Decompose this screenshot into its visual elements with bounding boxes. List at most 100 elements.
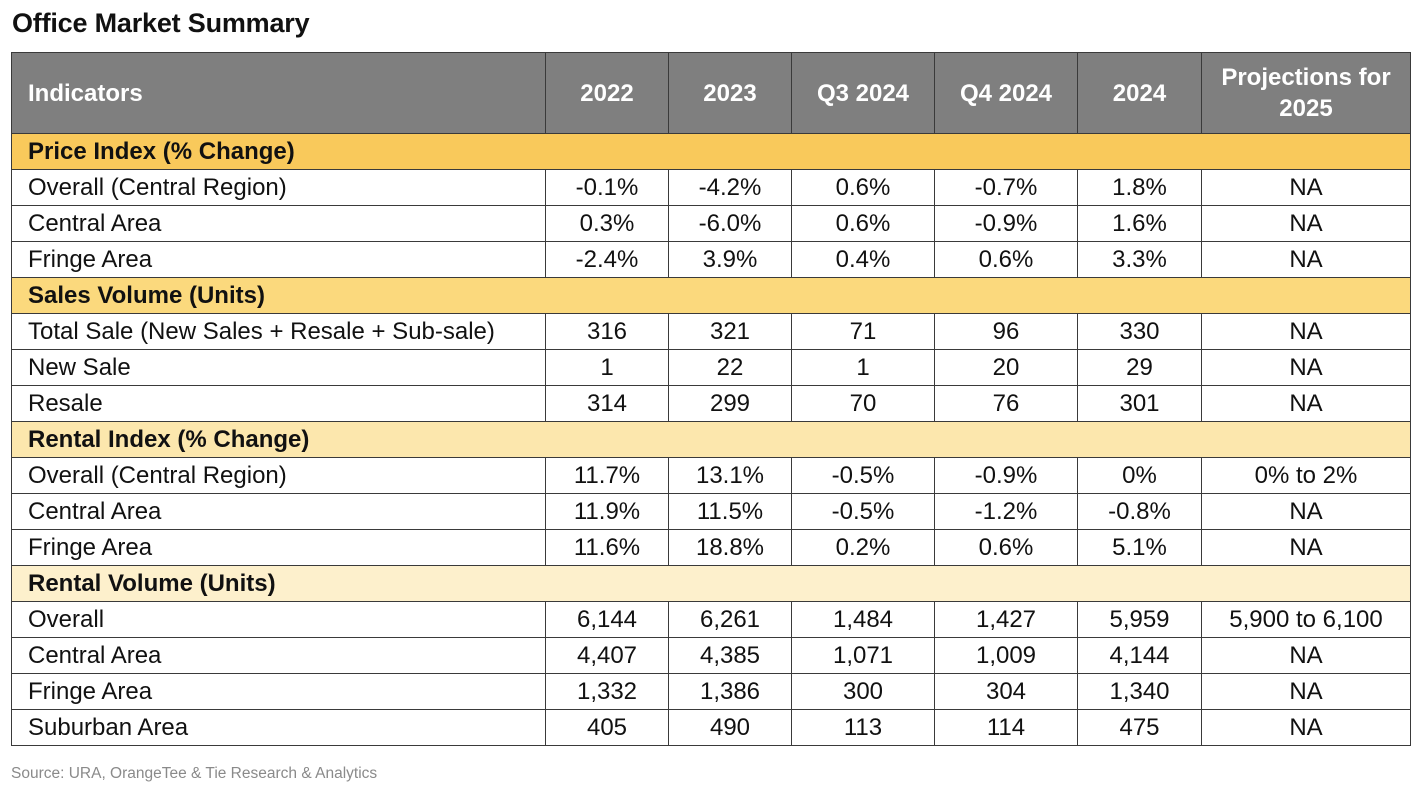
row-label: Central Area <box>11 493 546 530</box>
table-cell: 3.9% <box>668 241 792 278</box>
section-header-row: Rental Index (% Change) <box>11 421 1411 458</box>
column-header: 2024 <box>1077 52 1202 134</box>
table-cell: 4,407 <box>545 637 669 674</box>
row-label: Resale <box>11 385 546 422</box>
table-cell: 0.3% <box>545 205 669 242</box>
table-cell: NA <box>1201 493 1411 530</box>
table-cell: 1,009 <box>934 637 1078 674</box>
table-cell: -2.4% <box>545 241 669 278</box>
table-cell: 1 <box>545 349 669 386</box>
table-cell: NA <box>1201 349 1411 386</box>
table-cell: 0% to 2% <box>1201 457 1411 494</box>
table-cell: 11.5% <box>668 493 792 530</box>
table-cell: 300 <box>791 673 935 710</box>
table-cell: -0.5% <box>791 457 935 494</box>
table-cell: -0.7% <box>934 169 1078 206</box>
table-cell: 76 <box>934 385 1078 422</box>
row-label: Overall <box>11 601 546 638</box>
table-cell: 0.6% <box>934 529 1078 566</box>
table-cell: NA <box>1201 313 1411 350</box>
table-cell: 4,144 <box>1077 637 1202 674</box>
table-row: Overall (Central Region) 11.7% 13.1% -0.5% -… <box>11 457 1411 494</box>
section-header-row: Rental Volume (Units) <box>11 565 1411 602</box>
table-cell: 18.8% <box>668 529 792 566</box>
table-cell: 1,484 <box>791 601 935 638</box>
table-row: Overall (Central Region) -0.1% -4.2% 0.6% -0… <box>11 169 1411 206</box>
table-cell: 0.6% <box>791 169 935 206</box>
table-cell: 330 <box>1077 313 1202 350</box>
table-cell: 6,144 <box>545 601 669 638</box>
table-row: Fringe Area -2.4% 3.9% 0.4% 0.6% 3.3% NA <box>11 241 1411 278</box>
table-cell: 1,386 <box>668 673 792 710</box>
table-body: Price Index (% Change) Overall (Central R… <box>11 133 1411 746</box>
table-cell: 1,427 <box>934 601 1078 638</box>
section-title: Price Index (% Change) <box>11 133 1411 170</box>
column-header: 2023 <box>668 52 792 134</box>
table-cell: 304 <box>934 673 1078 710</box>
table-cell: 5,900 to 6,100 <box>1201 601 1411 638</box>
table-cell: -0.1% <box>545 169 669 206</box>
table-row: Central Area 4,407 4,385 1,071 1,009 4,144 NA <box>11 637 1411 674</box>
table-cell: 490 <box>668 709 792 746</box>
row-label: Overall (Central Region) <box>11 457 546 494</box>
table-row: Fringe Area 11.6% 18.8% 0.2% 0.6% 5.1% NA <box>11 529 1411 566</box>
table-cell: 0.2% <box>791 529 935 566</box>
table-header-row: Indicators 2022 2023 Q3 2024 Q4 2024 202… <box>11 52 1411 134</box>
section-header-row: Sales Volume (Units) <box>11 277 1411 314</box>
table-cell: NA <box>1201 637 1411 674</box>
table-row: Central Area 0.3% -6.0% 0.6% -0.9% 1.6% NA <box>11 205 1411 242</box>
table-cell: 96 <box>934 313 1078 350</box>
table-cell: 22 <box>668 349 792 386</box>
table-row: Overall 6,144 6,261 1,484 1,427 5,959 5,900 to… <box>11 601 1411 638</box>
table-cell: -6.0% <box>668 205 792 242</box>
table-row: Total Sale (New Sales + Resale + Sub-sal… <box>11 313 1411 350</box>
table-cell: 316 <box>545 313 669 350</box>
table-cell: NA <box>1201 241 1411 278</box>
section-header-row: Price Index (% Change) <box>11 133 1411 170</box>
table-cell: 1,332 <box>545 673 669 710</box>
column-header: Q3 2024 <box>791 52 935 134</box>
table-cell: 11.6% <box>545 529 669 566</box>
table-row: Resale 314 299 70 76 301 NA <box>11 385 1411 422</box>
table-cell: 6,261 <box>668 601 792 638</box>
table-cell: NA <box>1201 169 1411 206</box>
table-cell: 5,959 <box>1077 601 1202 638</box>
table-cell: 1.6% <box>1077 205 1202 242</box>
table-cell: NA <box>1201 205 1411 242</box>
office-market-table: Indicators 2022 2023 Q3 2024 Q4 2024 202… <box>11 52 1411 746</box>
table-cell: 71 <box>791 313 935 350</box>
table-cell: 113 <box>791 709 935 746</box>
table-cell: 1 <box>791 349 935 386</box>
row-label: Fringe Area <box>11 673 546 710</box>
table-cell: 314 <box>545 385 669 422</box>
row-label: Central Area <box>11 205 546 242</box>
row-label: Fringe Area <box>11 529 546 566</box>
row-label: Overall (Central Region) <box>11 169 546 206</box>
table-cell: 299 <box>668 385 792 422</box>
table-cell: 0.4% <box>791 241 935 278</box>
table-cell: NA <box>1201 709 1411 746</box>
table-cell: 11.9% <box>545 493 669 530</box>
table-cell: 405 <box>545 709 669 746</box>
table-cell: 4,385 <box>668 637 792 674</box>
table-row: Fringe Area 1,332 1,386 300 304 1,340 NA <box>11 673 1411 710</box>
table-cell: -0.8% <box>1077 493 1202 530</box>
table-cell: 114 <box>934 709 1078 746</box>
table-cell: 475 <box>1077 709 1202 746</box>
table-row: Central Area 11.9% 11.5% -0.5% -1.2% -0.8% NA <box>11 493 1411 530</box>
table-cell: -4.2% <box>668 169 792 206</box>
table-cell: 0% <box>1077 457 1202 494</box>
row-label: Suburban Area <box>11 709 546 746</box>
table-cell: NA <box>1201 529 1411 566</box>
section-title: Rental Volume (Units) <box>11 565 1411 602</box>
table-cell: 3.3% <box>1077 241 1202 278</box>
row-label: Total Sale (New Sales + Resale + Sub-sal… <box>11 313 546 350</box>
column-header: Indicators <box>11 52 546 134</box>
column-header: Q4 2024 <box>934 52 1078 134</box>
table-row: Suburban Area 405 490 113 114 475 NA <box>11 709 1411 746</box>
source-note: Source: URA, OrangeTee & Tie Research & … <box>11 765 378 782</box>
row-label: New Sale <box>11 349 546 386</box>
table-cell: 301 <box>1077 385 1202 422</box>
table-cell: 13.1% <box>668 457 792 494</box>
table-cell: -0.5% <box>791 493 935 530</box>
